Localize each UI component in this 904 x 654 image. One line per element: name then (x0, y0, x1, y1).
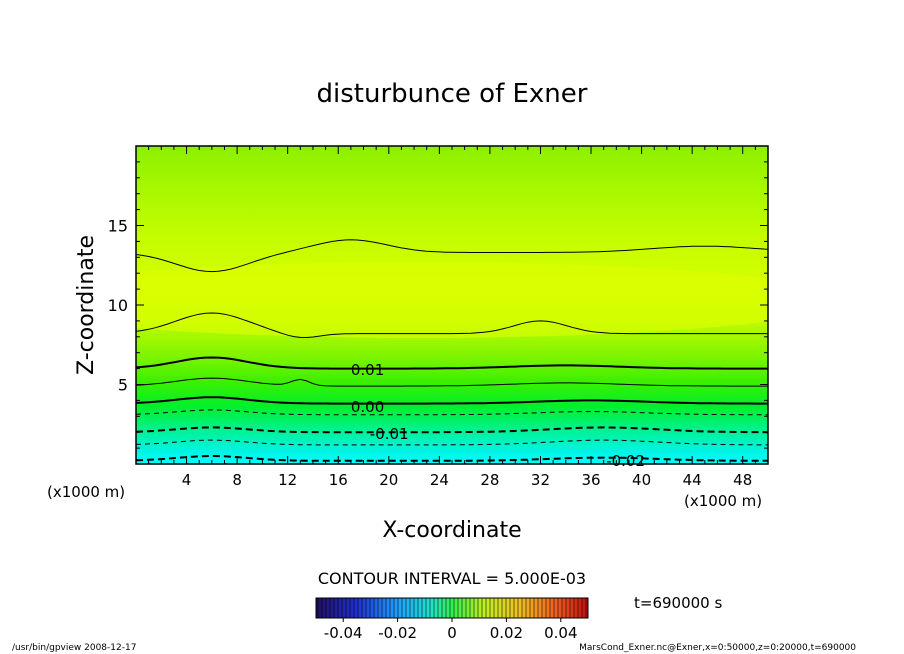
colorbar-tick-label: 0.04 (544, 624, 577, 642)
x-tick-label: 44 (683, 471, 702, 489)
contour-line (136, 426, 768, 434)
field-core (136, 262, 768, 338)
contour-line (136, 356, 768, 370)
y-tick-label: 5 (118, 376, 128, 395)
footer-right: MarsCond_Exner.nc@Exner,x=0:50000,z=0:20… (579, 643, 856, 653)
contour-line (136, 377, 768, 387)
x-tick-label: 4 (182, 471, 192, 489)
x-unit-left: (x1000 m) (47, 483, 125, 501)
chart-title: disturbunce of Exner (317, 79, 588, 109)
colorbar-fill (316, 598, 588, 618)
y-tick-label: 15 (108, 217, 128, 236)
y-axis-label: Z-coordinate (74, 235, 99, 375)
contour-line (136, 454, 768, 462)
colorbar-tick-label: -0.04 (324, 624, 363, 642)
x-tick-label: 16 (329, 471, 348, 489)
x-tick-label: 40 (632, 471, 651, 489)
contour-label: -0.01 (370, 425, 409, 443)
x-axis: 4 8 12 16 20 24 28 32 36 40 44 48 (148, 146, 756, 489)
contour-labels: 0.01 0.00 -0.01 -0.02 (351, 361, 645, 470)
contour-interval: CONTOUR INTERVAL = 5.000E-03 (318, 569, 586, 588)
colorbar-tick-label: 0.02 (490, 624, 523, 642)
colorbar-stripes (317, 598, 587, 618)
x-tick-label: 20 (379, 471, 398, 489)
colorbar-ticks: -0.04 -0.02 0 0.02 0.04 (324, 618, 578, 642)
contour-label: 0.00 (351, 398, 384, 416)
x-tick-label: 12 (278, 471, 297, 489)
x-tick-label: 24 (430, 471, 449, 489)
y-axis: 5 10 15 (108, 161, 768, 449)
x-axis-label: X-coordinate (382, 518, 521, 543)
contour-lines (136, 239, 768, 462)
time-label: t=690000 s (634, 594, 722, 612)
x-tick-label: 48 (733, 471, 752, 489)
plot-area (136, 146, 768, 464)
colorbar-tick-label: -0.02 (378, 624, 417, 642)
x-unit-right: (x1000 m) (684, 492, 762, 510)
contour-line (136, 396, 768, 405)
x-tick-label: 36 (581, 471, 600, 489)
contour-line (136, 312, 768, 339)
x-tick-label: 28 (480, 471, 499, 489)
contour-line (136, 239, 768, 273)
contour-line (136, 409, 768, 416)
x-tick-label: 32 (531, 471, 550, 489)
contour-line (136, 439, 768, 446)
footer-left: /usr/bin/gpview 2008-12-17 (12, 643, 136, 653)
colorbar-tick-label: 0 (447, 624, 457, 642)
colorbar: -0.04 -0.02 0 0.02 0.04 (315, 597, 589, 642)
y-tick-label: 10 (108, 296, 128, 315)
contour-label: 0.01 (351, 361, 384, 379)
x-tick-label: 8 (232, 471, 242, 489)
contour-label: -0.02 (606, 452, 645, 470)
